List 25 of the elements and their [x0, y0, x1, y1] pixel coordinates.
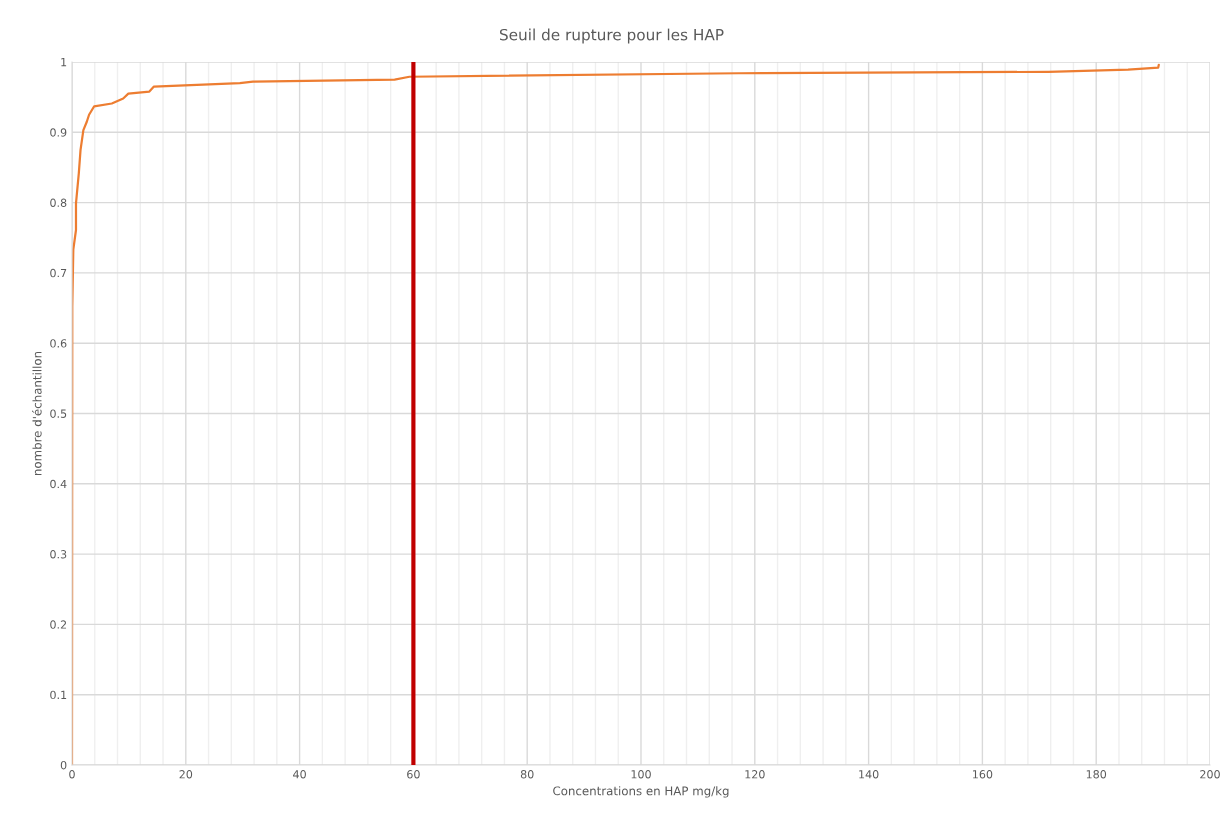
chart-title: Seuil de rupture pour les HAP: [499, 28, 724, 44]
y-tick-label: 0.7: [50, 268, 67, 278]
y-tick-label: 0: [60, 760, 67, 770]
x-tick-label: 140: [859, 770, 879, 779]
x-tick-label: 120: [745, 770, 765, 779]
y-tick-label: 0.8: [50, 198, 67, 207]
x-tick-label: 180: [1086, 770, 1107, 779]
y-tick-label: 0.9: [50, 128, 67, 137]
x-tick-label: 60: [407, 770, 420, 779]
y-axis-title: nombre d'échantillon: [32, 351, 42, 476]
y-tick-label: 0.5: [50, 409, 67, 418]
x-tick-label: 80: [520, 770, 534, 779]
y-tick-label: 0.1: [50, 690, 67, 700]
x-tick-label: 100: [631, 770, 651, 779]
y-tick-label: 0.6: [50, 339, 67, 348]
x-tick-label: 160: [973, 770, 993, 779]
x-tick-label: 0: [69, 770, 75, 779]
y-tick-label: 0.2: [50, 620, 67, 629]
x-tick-label: 40: [293, 770, 306, 779]
y-tick-label: 0.4: [50, 479, 67, 489]
x-tick-label: 200: [1200, 770, 1220, 779]
x-axis-title: Concentrations en HAP mg/kg: [553, 786, 729, 798]
y-tick-label: 0.3: [50, 550, 67, 559]
x-tick-label: 20: [179, 770, 193, 779]
y-tick-label: 1: [61, 58, 67, 67]
